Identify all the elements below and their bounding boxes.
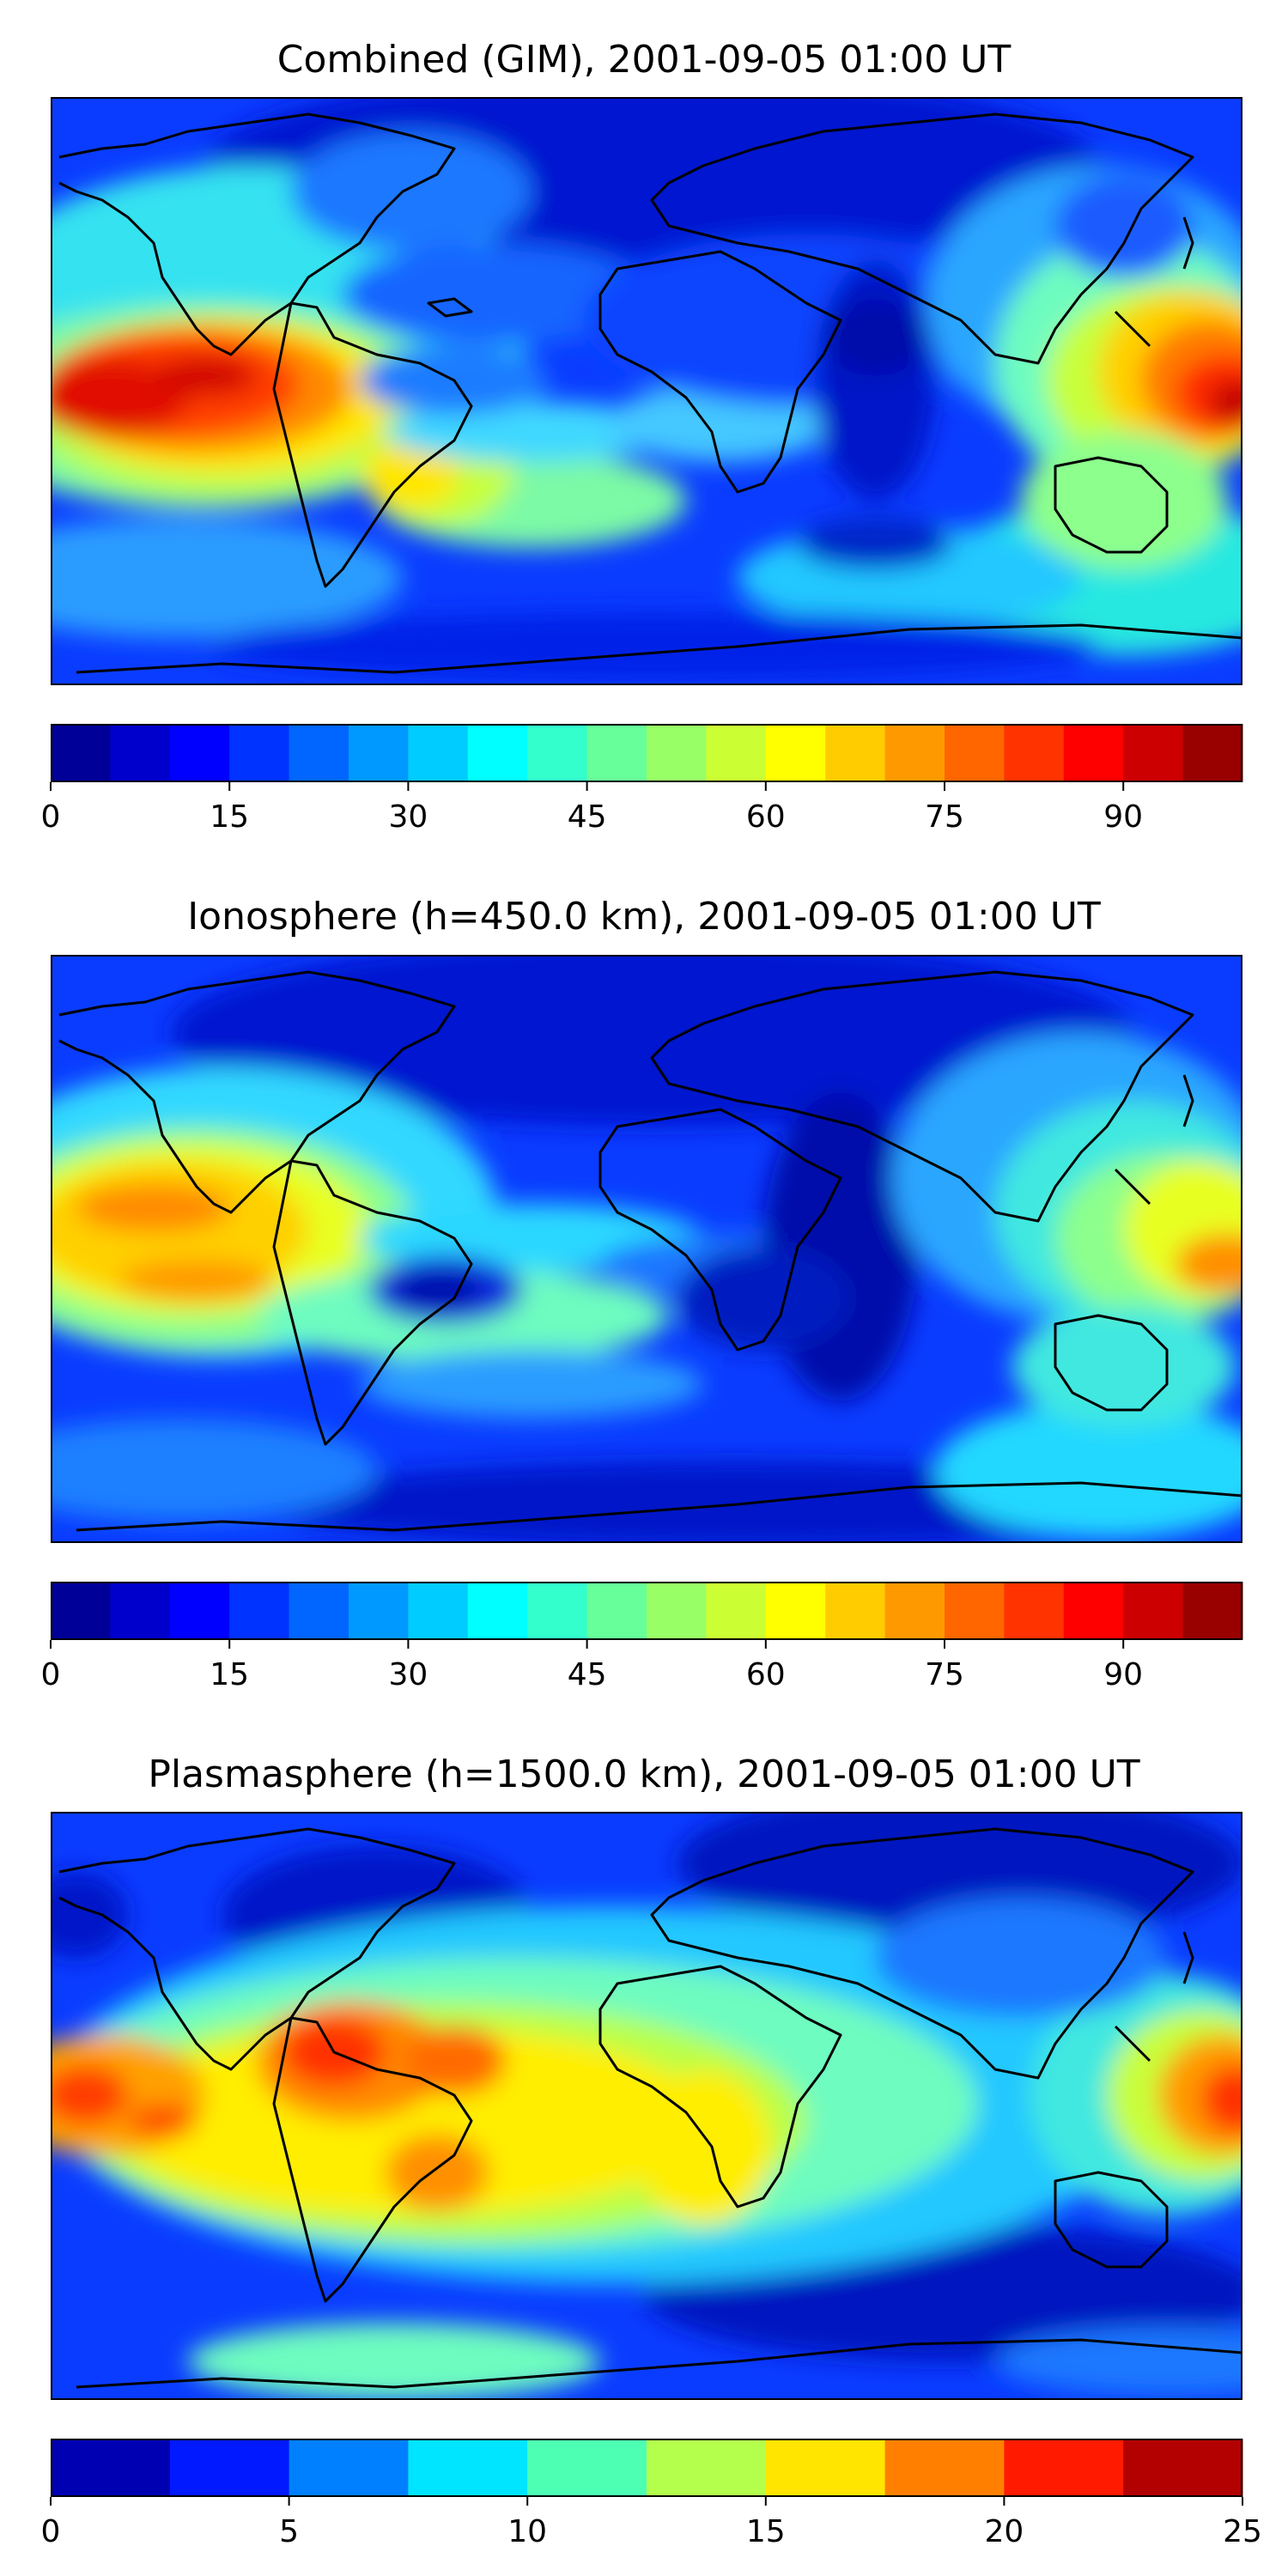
ionosphere-map xyxy=(51,955,1242,1543)
colorbar-swatch xyxy=(825,1582,886,1640)
colorbar-tick-label: 15 xyxy=(210,799,249,835)
colorbar-tick-label: 75 xyxy=(925,1657,964,1692)
colorbar-swatch xyxy=(647,1582,707,1640)
colorbar-tick-label: 5 xyxy=(279,2514,299,2549)
colorbar-tick-label: 10 xyxy=(507,2514,547,2549)
colorbar-swatch xyxy=(408,724,469,782)
colorbar-swatch xyxy=(110,724,171,782)
panel-1-colorbar: 0 15 30 45 60 75 90 xyxy=(41,724,1243,835)
colorbar-swatch xyxy=(706,1582,767,1640)
colorbar-tick-label: 20 xyxy=(984,2514,1024,2549)
colorbar-swatch xyxy=(51,1582,111,1640)
colorbar-swatch xyxy=(51,2439,171,2497)
panel-2-colorbar: 0 15 30 45 60 75 90 xyxy=(41,1582,1243,1692)
colorbar-tick-label: 0 xyxy=(41,1657,61,1692)
colorbar-swatch xyxy=(349,724,409,782)
colorbar-swatch xyxy=(945,1582,1005,1640)
colorbar-tick-label: 15 xyxy=(210,1657,249,1692)
colorbar-swatch xyxy=(884,1582,945,1640)
colorbar-frame xyxy=(51,724,1242,782)
colorbar-swatch xyxy=(229,1582,290,1640)
panel-3-title: Plasmasphere (h=1500.0 km), 2001-09-05 0… xyxy=(148,1753,1140,1796)
colorbar-tick-label: 75 xyxy=(925,799,964,835)
colorbar-swatch xyxy=(110,1582,171,1640)
colorbar-swatch xyxy=(1182,1582,1243,1640)
combined-gim-map xyxy=(51,97,1242,685)
colorbar-swatch xyxy=(647,2439,767,2497)
plasmasphere-map xyxy=(51,1812,1242,2400)
colorbar-swatch xyxy=(229,724,290,782)
panel-2-title: Ionosphere (h=450.0 km), 2001-09-05 01:0… xyxy=(187,895,1101,939)
colorbar-tick-label: 0 xyxy=(41,2514,61,2549)
colorbar-swatch xyxy=(586,1582,647,1640)
colorbar-tick-label: 45 xyxy=(568,799,607,835)
colorbar-swatch xyxy=(1182,724,1243,782)
colorbar-swatch xyxy=(349,1582,409,1640)
colorbar-swatch xyxy=(765,724,826,782)
colorbar-swatch xyxy=(1004,2439,1124,2497)
colorbar-swatch xyxy=(169,724,230,782)
colorbar-tick-label: 90 xyxy=(1103,799,1143,835)
colorbar-swatch xyxy=(586,724,647,782)
colorbar-swatch xyxy=(945,724,1005,782)
colorbar-swatch xyxy=(527,1582,588,1640)
colorbar-swatch xyxy=(1063,1582,1124,1640)
colorbar-swatch xyxy=(289,724,349,782)
colorbar-swatch xyxy=(1004,1582,1065,1640)
colorbar-swatch xyxy=(169,1582,230,1640)
colorbar-swatch xyxy=(527,2439,647,2497)
colorbar-tick-label: 45 xyxy=(568,1657,607,1692)
colorbar-tick-label: 0 xyxy=(41,799,61,835)
colorbar-swatch xyxy=(408,1582,469,1640)
colorbar-swatch xyxy=(884,724,945,782)
colorbar-swatch xyxy=(884,2439,1005,2497)
colorbar-tick-label: 25 xyxy=(1223,2514,1262,2549)
colorbar-swatch xyxy=(1123,724,1184,782)
colorbar-swatch xyxy=(289,2439,409,2497)
colorbar-swatch xyxy=(765,1582,826,1640)
colorbar-swatch xyxy=(825,724,886,782)
colorbar-swatch xyxy=(467,1582,528,1640)
colorbar-swatch xyxy=(765,2439,886,2497)
colorbar-swatch xyxy=(1123,1582,1184,1640)
colorbar-swatch xyxy=(408,2439,528,2497)
colorbar-swatch xyxy=(51,724,111,782)
colorbar-swatch xyxy=(1004,724,1065,782)
colorbar-frame xyxy=(51,1582,1242,1640)
colorbar-tick-label: 15 xyxy=(746,2514,786,2549)
colorbar-swatch xyxy=(1123,2439,1243,2497)
colorbar-swatch xyxy=(527,724,588,782)
colorbar-tick-label: 30 xyxy=(388,1657,428,1692)
colorbar-tick-label: 60 xyxy=(746,799,786,835)
colorbar-swatch xyxy=(169,2439,290,2497)
panel-3-colorbar: 0 5 10 15 20 25 xyxy=(41,2439,1262,2549)
panel-1-title: Combined (GIM), 2001-09-05 01:00 UT xyxy=(276,38,1012,82)
colorbar-swatch xyxy=(647,724,707,782)
colorbar-tick-label: 90 xyxy=(1103,1657,1143,1692)
colorbar-swatch xyxy=(467,724,528,782)
colorbar-tick-label: 30 xyxy=(388,799,428,835)
colorbar-swatch xyxy=(1063,724,1124,782)
colorbar-swatch xyxy=(706,724,767,782)
colorbar-tick-label: 60 xyxy=(746,1657,786,1692)
colorbar-frame xyxy=(51,2439,1242,2497)
colorbar-swatch xyxy=(289,1582,349,1640)
